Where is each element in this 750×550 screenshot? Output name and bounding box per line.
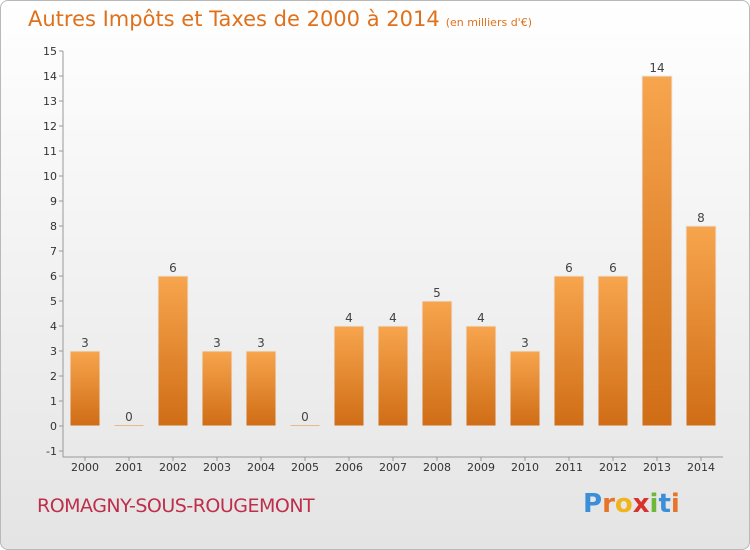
logo-letter: i bbox=[649, 489, 659, 519]
y-tick-label: 10 bbox=[43, 170, 57, 183]
data-label: 5 bbox=[433, 286, 441, 300]
data-label: 4 bbox=[389, 311, 397, 325]
bar bbox=[201, 350, 233, 427]
y-tick-label: 11 bbox=[43, 145, 57, 158]
bar bbox=[641, 75, 673, 427]
data-label: 3 bbox=[521, 336, 529, 350]
logo-letter: r bbox=[602, 489, 615, 519]
chart-title-block: Autres Impôts et Taxes de 2000 à 2014 (en… bbox=[28, 7, 532, 31]
x-tick-label: 2006 bbox=[335, 461, 363, 474]
bar bbox=[597, 275, 629, 427]
x-tick-label: 2002 bbox=[159, 461, 187, 474]
y-tick-label: 5 bbox=[50, 295, 57, 308]
bar bbox=[245, 350, 277, 427]
x-tick-label: 2009 bbox=[467, 461, 495, 474]
bar bbox=[465, 325, 497, 427]
y-tick-label: 15 bbox=[43, 45, 57, 58]
bar bbox=[157, 275, 189, 427]
data-label: 3 bbox=[81, 336, 89, 350]
y-tick-label: 7 bbox=[50, 245, 57, 258]
bar bbox=[69, 350, 101, 427]
logo-letter: o bbox=[614, 489, 633, 519]
data-label: 6 bbox=[609, 261, 617, 275]
bar bbox=[289, 424, 321, 427]
logo-letter: i bbox=[670, 489, 680, 519]
data-label: 14 bbox=[649, 61, 664, 75]
y-tick-label: 12 bbox=[43, 120, 57, 133]
x-tick-label: 2004 bbox=[247, 461, 275, 474]
x-tick-label: 2003 bbox=[203, 461, 231, 474]
commune-name: ROMAGNY-SOUS-ROUGEMONT bbox=[37, 495, 315, 517]
y-tick-label: 1 bbox=[50, 395, 57, 408]
bar bbox=[553, 275, 585, 427]
data-label: 4 bbox=[477, 311, 485, 325]
x-tick-label: 2010 bbox=[511, 461, 539, 474]
bar bbox=[113, 424, 145, 427]
label-layer: 3 0 6 3 3 0 4 4 5 4 3 6 6 14 8 bbox=[81, 61, 705, 424]
x-tick-label: 2007 bbox=[379, 461, 407, 474]
x-tick-label: 2011 bbox=[555, 461, 583, 474]
y-tick-label: 2 bbox=[50, 370, 57, 383]
y-tick-label: 4 bbox=[50, 320, 57, 333]
bar bbox=[333, 325, 365, 427]
x-tick-label: 2008 bbox=[423, 461, 451, 474]
chart-title: Autres Impôts et Taxes de 2000 à 2014 bbox=[28, 7, 440, 31]
x-tick-label: 2012 bbox=[599, 461, 627, 474]
x-tick-label: 2013 bbox=[643, 461, 671, 474]
data-label: 0 bbox=[125, 410, 133, 424]
bar bbox=[685, 225, 717, 427]
x-tick-label: 2005 bbox=[291, 461, 319, 474]
logo-letter: x bbox=[632, 489, 650, 519]
y-tick-label: -1 bbox=[46, 445, 57, 458]
logo-letter: t bbox=[658, 489, 671, 519]
data-label: 6 bbox=[565, 261, 573, 275]
y-tick-label: 13 bbox=[43, 95, 57, 108]
data-label: 6 bbox=[169, 261, 177, 275]
logo-letter: P bbox=[583, 489, 603, 519]
bar bbox=[377, 325, 409, 427]
x-tick-label: 2000 bbox=[71, 461, 99, 474]
y-tick-label: 0 bbox=[50, 420, 57, 433]
data-label: 8 bbox=[697, 211, 705, 225]
y-tick-label: 8 bbox=[50, 220, 57, 233]
x-tick-label: 2014 bbox=[687, 461, 715, 474]
x-tick-label: 2001 bbox=[115, 461, 143, 474]
proxiti-logo: Proxiti bbox=[583, 489, 680, 519]
y-tick-label: 14 bbox=[43, 70, 57, 83]
data-label: 3 bbox=[257, 336, 265, 350]
data-label: 3 bbox=[213, 336, 221, 350]
bar bbox=[509, 350, 541, 427]
chart-subtitle: (en milliers d'€) bbox=[445, 16, 532, 29]
data-label: 0 bbox=[301, 410, 309, 424]
y-tick-label: 6 bbox=[50, 270, 57, 283]
bar bbox=[421, 300, 453, 427]
data-label: 4 bbox=[345, 311, 353, 325]
y-tick-label: 3 bbox=[50, 345, 57, 358]
y-tick-label: 9 bbox=[50, 195, 57, 208]
bar-layer bbox=[69, 75, 717, 427]
